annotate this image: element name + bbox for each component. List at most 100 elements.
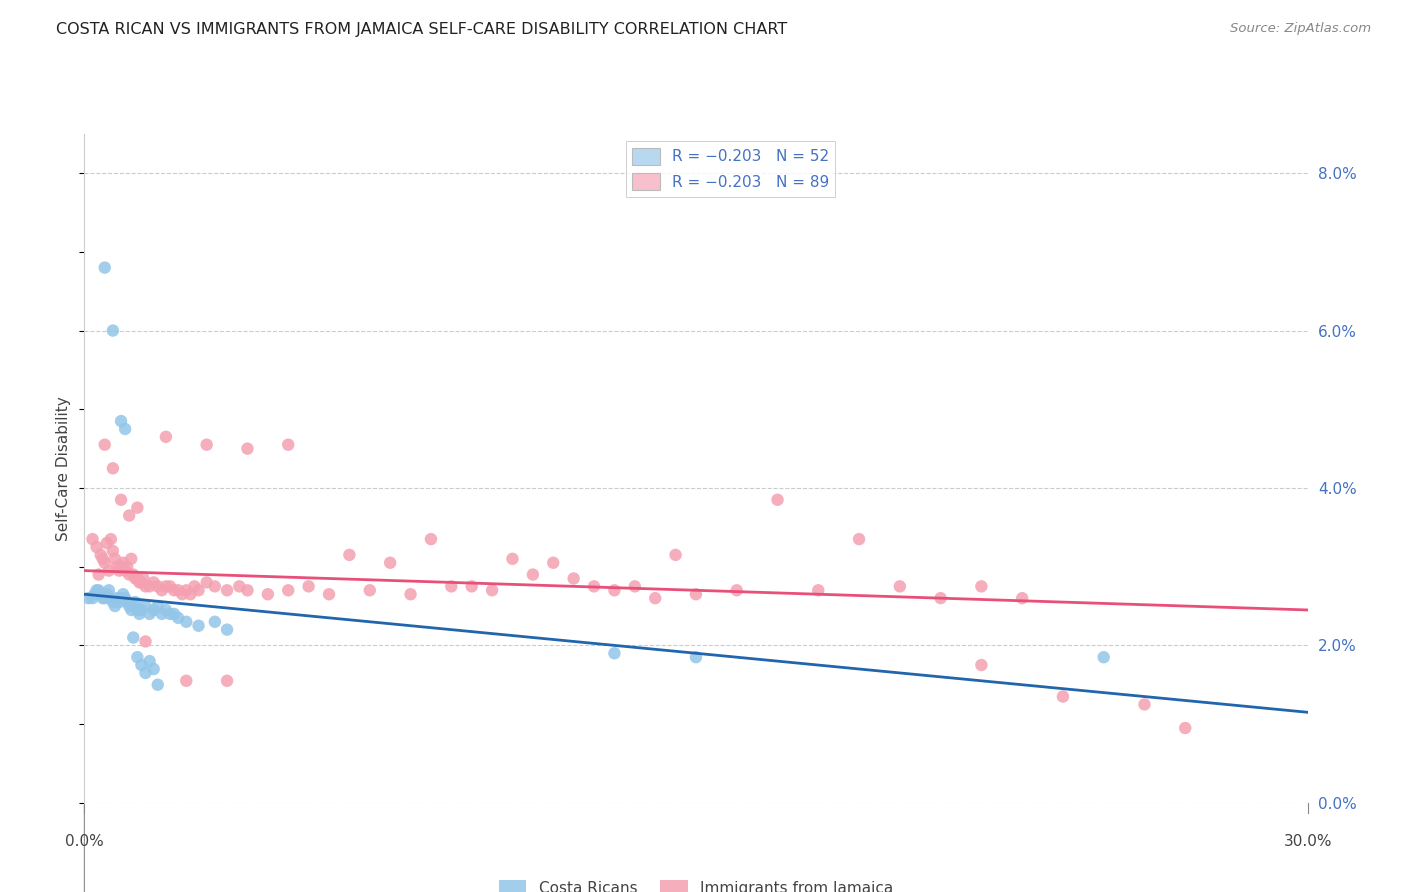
Point xyxy=(122,599,145,613)
Point xyxy=(128,607,150,621)
Point xyxy=(236,583,259,598)
Point xyxy=(124,595,146,609)
Point xyxy=(685,587,707,601)
Point xyxy=(217,623,239,637)
Point xyxy=(128,575,150,590)
Point xyxy=(118,599,141,613)
Point xyxy=(195,438,218,452)
Point xyxy=(138,607,160,621)
Point xyxy=(155,603,177,617)
Point xyxy=(91,591,114,606)
Point xyxy=(91,551,114,566)
Point xyxy=(142,575,165,590)
Point xyxy=(82,532,104,546)
Point xyxy=(420,532,443,546)
Point xyxy=(146,678,169,692)
Point xyxy=(217,583,239,598)
Point xyxy=(87,567,110,582)
Point xyxy=(118,567,141,582)
Point xyxy=(440,579,463,593)
Point xyxy=(101,461,124,475)
Point xyxy=(87,583,110,598)
Point xyxy=(97,583,120,598)
Text: Source: ZipAtlas.com: Source: ZipAtlas.com xyxy=(1230,22,1371,36)
Point xyxy=(1092,650,1115,665)
Point xyxy=(179,587,201,601)
Point xyxy=(970,658,993,673)
Point xyxy=(100,532,122,546)
Point xyxy=(127,500,149,515)
Point xyxy=(118,508,141,523)
Point xyxy=(725,583,748,598)
Point xyxy=(110,414,132,428)
Point xyxy=(114,591,136,606)
Point xyxy=(104,551,127,566)
Point xyxy=(163,607,186,621)
Point xyxy=(131,603,153,617)
Point xyxy=(86,540,108,554)
Point xyxy=(204,615,226,629)
Point xyxy=(167,583,190,598)
Point xyxy=(174,673,197,688)
Point xyxy=(112,556,135,570)
Point xyxy=(195,575,218,590)
Point xyxy=(277,583,299,598)
Point xyxy=(120,603,142,617)
Point xyxy=(644,591,666,606)
Point xyxy=(1052,690,1074,704)
Point xyxy=(399,587,422,601)
Point xyxy=(146,579,169,593)
Point xyxy=(481,583,503,598)
Point xyxy=(127,603,149,617)
Point xyxy=(318,587,340,601)
Text: 0.0%: 0.0% xyxy=(65,834,104,849)
Point xyxy=(204,579,226,593)
Point xyxy=(104,599,127,613)
Point xyxy=(122,567,145,582)
Point xyxy=(380,556,402,570)
Point xyxy=(848,532,870,546)
Point xyxy=(122,631,145,645)
Point xyxy=(766,492,789,507)
Point xyxy=(131,658,153,673)
Point xyxy=(100,591,122,606)
Point xyxy=(167,611,190,625)
Point xyxy=(146,599,169,613)
Point xyxy=(187,583,209,598)
Point xyxy=(135,634,157,648)
Point xyxy=(110,591,132,606)
Point xyxy=(461,579,484,593)
Point xyxy=(101,595,124,609)
Point xyxy=(359,583,381,598)
Point xyxy=(142,662,165,676)
Point xyxy=(93,260,117,275)
Point xyxy=(127,572,149,586)
Point xyxy=(1133,698,1156,712)
Point xyxy=(101,544,124,558)
Point xyxy=(155,430,177,444)
Point xyxy=(583,579,606,593)
Point xyxy=(135,579,157,593)
Point xyxy=(77,591,100,606)
Point xyxy=(155,579,177,593)
Text: COSTA RICAN VS IMMIGRANTS FROM JAMAICA SELF-CARE DISABILITY CORRELATION CHART: COSTA RICAN VS IMMIGRANTS FROM JAMAICA S… xyxy=(56,22,787,37)
Point xyxy=(1174,721,1197,735)
Point xyxy=(929,591,952,606)
Y-axis label: Self-Care Disability: Self-Care Disability xyxy=(56,396,72,541)
Point xyxy=(120,551,142,566)
Point xyxy=(685,650,707,665)
Point xyxy=(110,492,132,507)
Point xyxy=(114,564,136,578)
Point xyxy=(101,324,124,338)
Point xyxy=(257,587,280,601)
Legend: Costa Ricans, Immigrants from Jamaica: Costa Ricans, Immigrants from Jamaica xyxy=(492,874,900,892)
Text: 30.0%: 30.0% xyxy=(1284,834,1331,849)
Point xyxy=(131,575,153,590)
Point xyxy=(115,559,138,574)
Point xyxy=(277,438,299,452)
Point xyxy=(135,599,157,613)
Point xyxy=(110,559,132,574)
Point xyxy=(93,556,117,570)
Point xyxy=(90,587,112,601)
Point xyxy=(90,548,112,562)
